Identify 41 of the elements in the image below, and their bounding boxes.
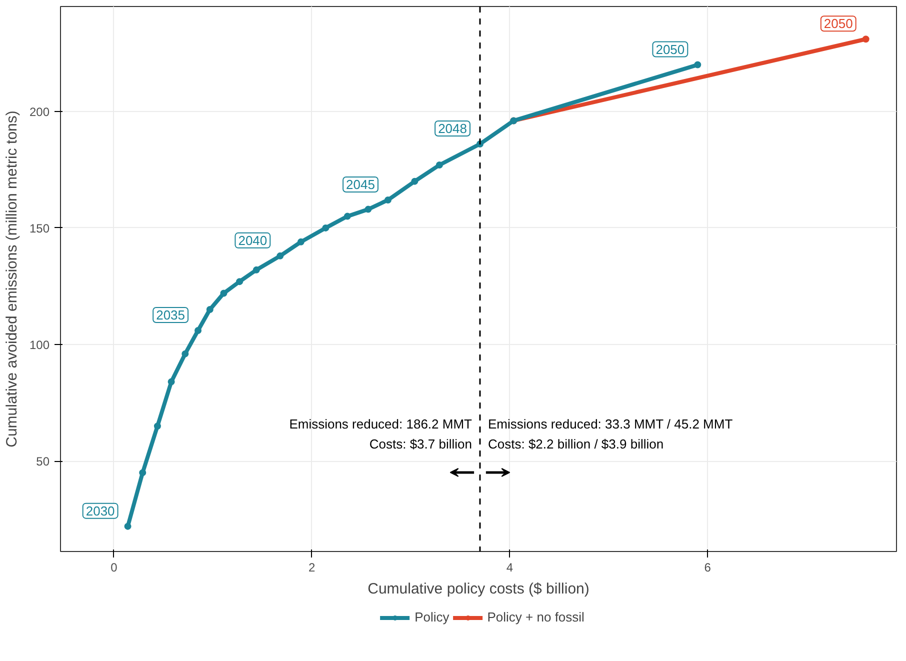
annotation: 2050 bbox=[656, 42, 685, 57]
point bbox=[139, 469, 146, 476]
annotation: Emissions reduced: 33.3 MMT / 45.2 MMT Costs: $2.2 billion / $3.9 billion bbox=[488, 416, 733, 452]
point bbox=[182, 350, 189, 358]
point bbox=[694, 61, 702, 68]
annotation: 2050 bbox=[824, 16, 853, 32]
annotation: 2030 bbox=[86, 503, 115, 518]
annotation: 2040 bbox=[238, 232, 268, 248]
point bbox=[344, 212, 351, 220]
point bbox=[236, 278, 244, 286]
point bbox=[168, 378, 175, 386]
annotation: 2045 bbox=[346, 176, 375, 192]
x-tick-label: 4 bbox=[506, 560, 514, 574]
point bbox=[194, 327, 202, 334]
x-tick-label: 6 bbox=[704, 560, 712, 574]
point bbox=[297, 238, 304, 246]
annotation: 2048 bbox=[438, 121, 467, 136]
point bbox=[124, 522, 132, 530]
y-axis-title: Cumulative avoided emissions (million metric tons) bbox=[3, 110, 20, 448]
x-tick-label: 2 bbox=[308, 560, 316, 574]
y-tick-label: 150 bbox=[29, 221, 50, 236]
point bbox=[252, 266, 260, 274]
y-tick-label: 100 bbox=[29, 338, 50, 352]
annotation: Emissions reduced: 186.2 MMT Costs: $3.7 billion bbox=[289, 416, 472, 452]
point bbox=[436, 162, 443, 169]
annotation: 2035 bbox=[156, 308, 186, 323]
x-axis-title: Cumulative policy costs ($ billion) bbox=[368, 580, 590, 598]
x-tick-label: 0 bbox=[110, 560, 118, 574]
point bbox=[206, 306, 214, 314]
point bbox=[364, 206, 372, 213]
point bbox=[411, 178, 418, 185]
y-tick-label: 50 bbox=[36, 454, 50, 469]
point bbox=[276, 252, 284, 260]
legend-label: Policy bbox=[414, 610, 450, 624]
point bbox=[154, 422, 161, 430]
y-tick-label: 200 bbox=[29, 104, 50, 119]
point bbox=[322, 224, 330, 232]
point bbox=[384, 196, 392, 204]
point bbox=[220, 290, 228, 297]
point bbox=[862, 36, 870, 43]
legend-label: Policy + no fossil bbox=[487, 610, 584, 624]
